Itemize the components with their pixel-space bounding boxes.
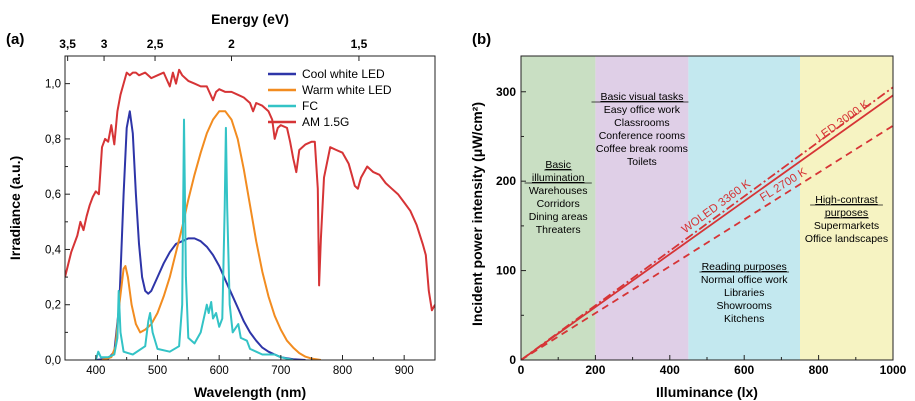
panel-b-series <box>521 86 893 360</box>
x-tick-label: 1000 <box>880 363 907 377</box>
legend-label-fc: FC <box>302 99 318 113</box>
y-tick-label: 0,4 <box>45 244 62 256</box>
energy-tick-label: 3,5 <box>59 37 76 51</box>
panel-a: (a) Energy (eV) 3,5 3 2,5 2 1,5 400 500 600 700… <box>6 11 436 400</box>
region-heading: illumination <box>532 172 585 184</box>
energy-tick-label: 1,5 <box>351 37 368 51</box>
x-tick-label: 400 <box>86 365 105 377</box>
panel-a-x-axis-title: Wavelength (nm) <box>194 384 306 400</box>
series-line-led-3000-k <box>521 94 893 360</box>
panel-b-intensity-ticks: 0 100 200 300 <box>496 85 526 367</box>
panel-a-label: (a) <box>6 31 24 48</box>
region-item: Libraries <box>724 287 764 299</box>
x-tick-label: 200 <box>585 363 605 377</box>
region-item: Supermarkets <box>814 220 879 232</box>
panel-a-energy-ticks: 3,5 3 2,5 2 1,5 <box>59 37 368 61</box>
y-tick-label: 300 <box>496 85 516 99</box>
region-item: Conference rooms <box>599 130 685 142</box>
panel-b-x-axis-title: Illuminance (lx) <box>656 384 758 400</box>
region-band-3 <box>688 56 800 360</box>
y-tick-label: 1,0 <box>45 79 61 91</box>
region-item: Showrooms <box>716 300 771 312</box>
panel-a-energy-axis-title: Energy (eV) <box>211 11 289 27</box>
x-tick-label: 400 <box>660 363 680 377</box>
y-tick-label: 0,0 <box>45 355 61 367</box>
x-tick-label: 0 <box>518 363 525 377</box>
panel-b-y-axis-title: Incident power intensity (μW/cm²) <box>469 102 485 326</box>
energy-tick-label: 3 <box>101 37 108 51</box>
region-item: Corridors <box>537 198 580 210</box>
y-tick-label: 0,2 <box>45 300 61 312</box>
region-heading: High-contrast <box>815 194 878 206</box>
panel-a-series <box>65 68 435 360</box>
region-item: Kitchens <box>724 313 764 325</box>
panel-b: (b) BasicilluminationWarehousesCorridors… <box>469 31 907 400</box>
legend-label-warm-white-led: Warm white LED <box>302 83 392 97</box>
region-heading: Basic visual tasks <box>600 91 683 103</box>
series-line-am-1-5g <box>65 68 435 312</box>
x-tick-label: 900 <box>395 365 414 377</box>
panel-a-legend: Cool white LED Warm white LED FC AM 1.5G <box>268 67 392 129</box>
x-tick-label: 800 <box>333 365 352 377</box>
region-band-2 <box>595 56 689 360</box>
region-heading: Basic <box>545 159 571 171</box>
energy-tick-label: 2 <box>228 37 235 51</box>
series-line-woled-3360-k <box>521 86 893 360</box>
series-line-warm-white-led <box>101 110 322 360</box>
region-item: Toilets <box>627 156 657 168</box>
region-band-1 <box>521 56 596 360</box>
region-item: Threaters <box>536 224 581 236</box>
region-item: Classrooms <box>614 117 669 129</box>
series-line-fl-2700-k <box>521 124 893 360</box>
panel-a-irradiance-ticks: 0,0 0,2 0,4 0,6 0,8 1,0 <box>45 55 70 367</box>
energy-tick-label: 2,5 <box>147 37 164 51</box>
y-tick-label: 0,8 <box>45 134 61 146</box>
y-tick-label: 100 <box>496 264 516 278</box>
panel-a-wavelength-ticks: 400 500 600 700 800 900 <box>64 355 436 377</box>
region-item: Dining areas <box>529 211 588 223</box>
region-item: Coffee break rooms <box>596 143 688 155</box>
legend-label-am-1-5g: AM 1.5G <box>302 115 349 129</box>
region-item: Easy office work <box>604 104 681 116</box>
region-heading: Reading purposes <box>702 261 787 273</box>
region-item: Office landscapes <box>805 233 888 245</box>
legend-label-cool-white-led: Cool white LED <box>302 67 385 81</box>
region-heading: purposes <box>825 207 868 219</box>
panel-b-label: (b) <box>472 31 491 48</box>
series-line-fc <box>94 118 294 360</box>
series-line-cool-white-led <box>95 110 306 360</box>
y-tick-label: 0,6 <box>45 189 61 201</box>
region-item: Normal office work <box>701 274 788 286</box>
x-tick-label: 600 <box>734 363 754 377</box>
panel-b-illuminance-ticks: 0 200 400 600 800 1000 <box>518 355 907 377</box>
panel-b-regions: BasicilluminationWarehousesCorridorsDini… <box>521 56 893 360</box>
y-tick-label: 200 <box>496 174 516 188</box>
x-tick-label: 700 <box>271 365 290 377</box>
y-tick-label: 0 <box>509 353 516 367</box>
x-tick-label: 500 <box>148 365 167 377</box>
x-tick-label: 600 <box>210 365 229 377</box>
panel-a-y-axis-title: Irradiance (a.u.) <box>7 156 23 260</box>
x-tick-label: 800 <box>809 363 829 377</box>
region-item: Warehouses <box>529 185 588 197</box>
